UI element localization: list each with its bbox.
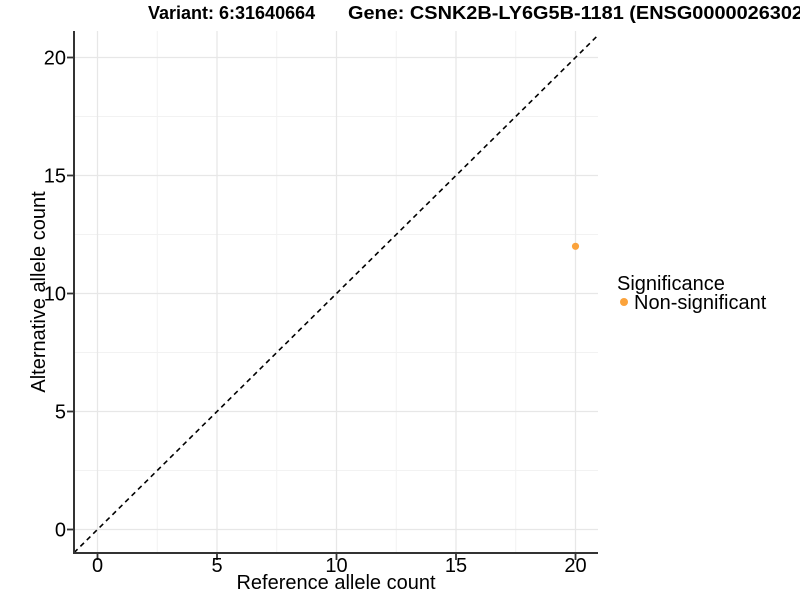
data-point [571,242,580,250]
data-points-group [571,242,580,250]
y-tick-labels: 0 5 10 15 20 [44,48,66,542]
x-tick-labels: 0 5 10 15 20 [92,555,587,577]
x-axis-title: Reference allele count [236,572,435,594]
plot-title-variant: Variant: 6:31640664 [148,3,315,23]
x-tick-label: 0 [92,555,103,577]
y-axis-title: Alternative allele count [28,191,50,393]
legend-title: Significance [617,273,725,295]
plot-title-gene: Gene: CSNK2B-LY6G5B-1181 (ENSG0000026302 [348,3,800,23]
major-gridlines [74,31,598,553]
x-tick-label: 5 [211,555,222,577]
axis-tick-marks [67,56,577,560]
y-tick-label: 0 [55,520,66,542]
identity-reference-line [73,34,599,554]
legend: Significance Non-significant [617,273,767,314]
identity-reference-line-group [73,34,599,554]
y-tick-label: 5 [55,402,66,424]
x-tick-label: 10 [325,555,347,577]
y-tick-label: 15 [44,166,66,188]
x-tick-label: 20 [564,555,586,577]
legend-item-label: Non-significant [634,292,767,314]
y-tick-label: 10 [44,284,66,306]
legend-key-dot-icon [620,298,628,306]
x-tick-label: 15 [445,555,467,577]
y-tick-label: 20 [44,48,66,70]
